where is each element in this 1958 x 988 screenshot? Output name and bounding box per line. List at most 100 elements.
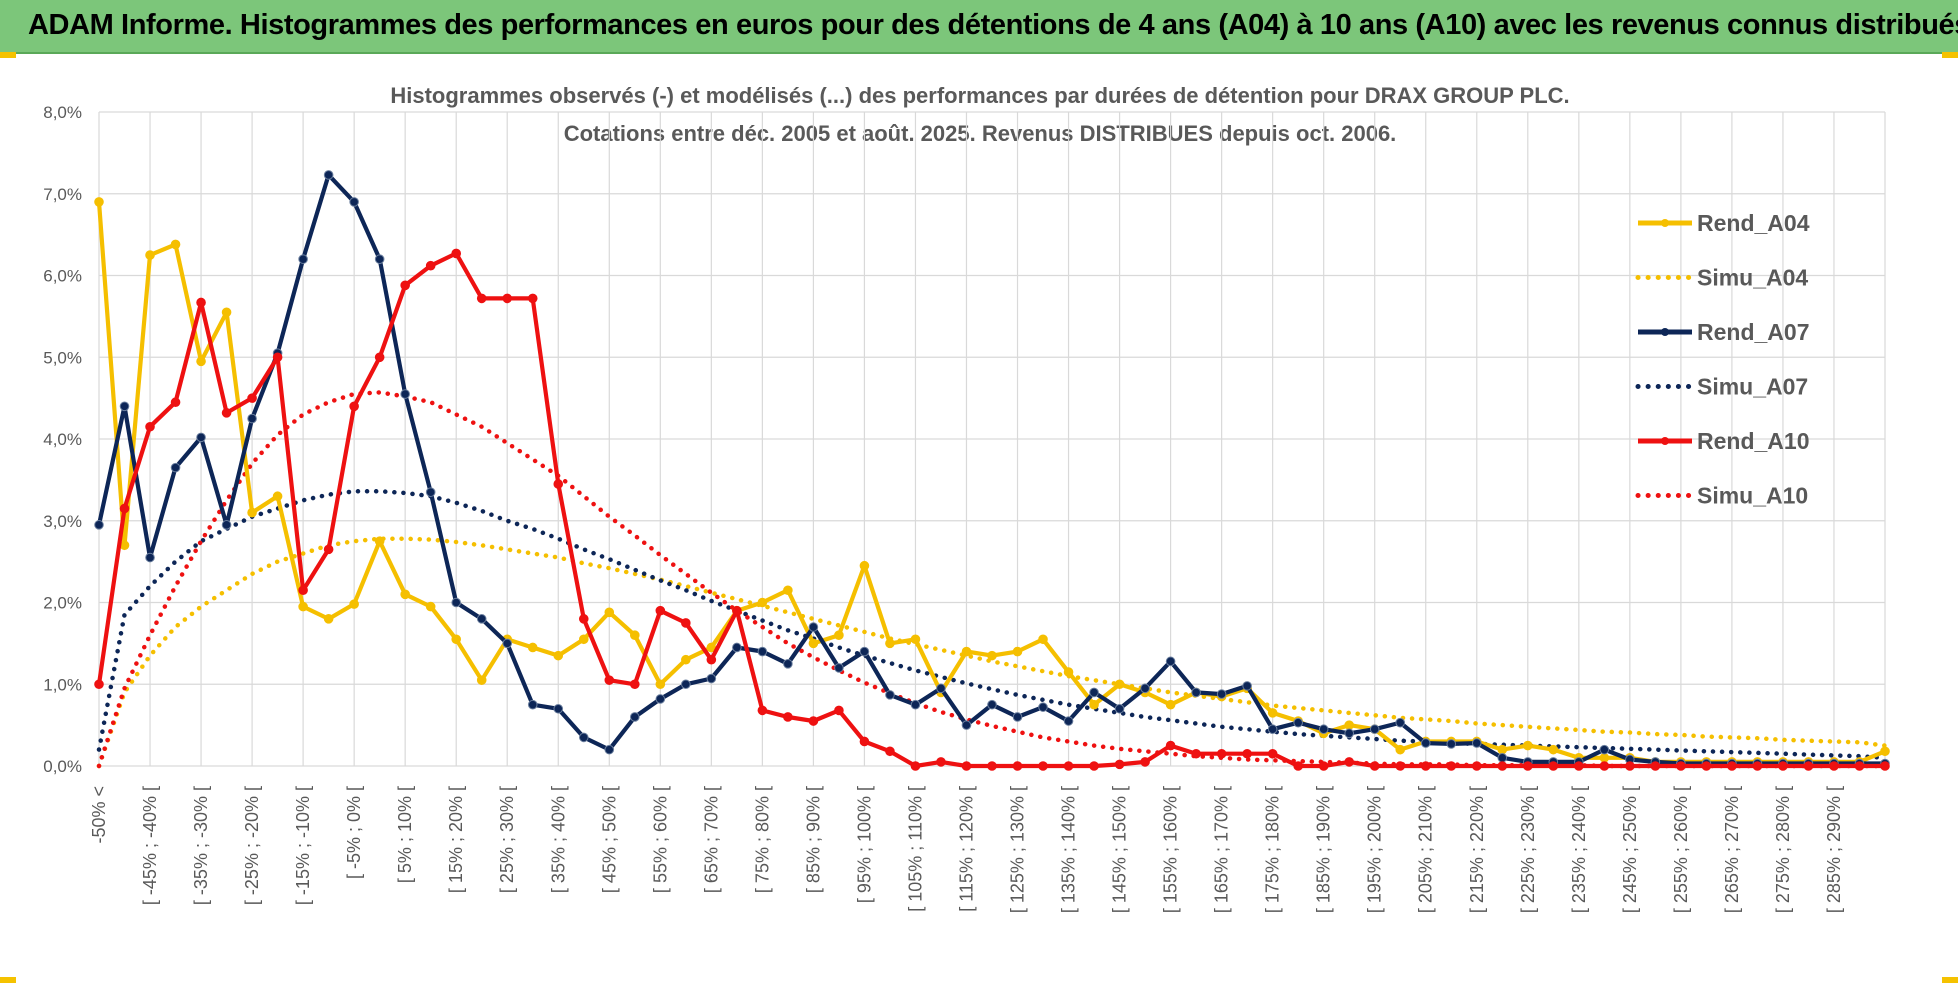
data-point <box>1216 748 1227 759</box>
data-point <box>655 605 666 616</box>
data-point <box>323 170 334 180</box>
data-point <box>834 705 844 716</box>
data-point <box>1242 681 1252 691</box>
data-point <box>451 597 462 608</box>
y-tick-label: 0,0% <box>43 757 82 776</box>
x-tick-label: [ 155% ; 160% [ <box>1161 786 1181 913</box>
data-point <box>630 679 640 690</box>
frame-corner-bottom-left <box>0 977 16 983</box>
data-point <box>476 293 487 304</box>
data-point <box>1778 761 1788 771</box>
x-axis: -50% < [ -45% ; -40% [[ -35% ; -30% [[ -2… <box>89 786 1844 913</box>
data-point <box>502 638 513 649</box>
x-tick-label: [ 15% ; 20% [ <box>446 786 466 893</box>
data-point <box>400 589 410 600</box>
x-tick-label: [ 245% ; 250% [ <box>1620 786 1640 913</box>
data-point <box>1395 744 1406 755</box>
x-tick-label: [ 275% ; 280% [ <box>1773 786 1793 913</box>
data-point <box>1420 761 1431 771</box>
data-point <box>1369 761 1380 771</box>
data-point <box>1318 724 1329 735</box>
data-point <box>1165 656 1176 667</box>
data-point <box>630 630 640 641</box>
data-point <box>1063 761 1074 771</box>
data-point <box>323 614 334 624</box>
data-point <box>400 280 410 291</box>
x-tick-label: [ 285% ; 290% [ <box>1824 786 1844 913</box>
data-point <box>1344 728 1354 739</box>
data-point <box>170 462 181 473</box>
data-point <box>298 254 308 264</box>
x-tick-label: [ 185% ; 190% [ <box>1314 786 1334 913</box>
data-point <box>578 732 589 743</box>
data-point <box>1395 761 1406 771</box>
x-tick-label: [ -5% ; 0% [ <box>344 786 364 879</box>
data-point <box>1038 761 1048 771</box>
data-point <box>1191 687 1201 698</box>
data-point <box>732 605 742 616</box>
data-point <box>196 356 206 367</box>
observed-line <box>96 251 1885 769</box>
data-point <box>1752 761 1763 771</box>
x-tick-label: [ 175% ; 180% [ <box>1263 786 1283 913</box>
data-point <box>885 746 895 757</box>
data-point <box>1803 761 1814 771</box>
data-point <box>604 607 615 618</box>
data-point <box>732 642 742 653</box>
y-tick-label: 1,0% <box>43 675 82 694</box>
y-tick-label: 4,0% <box>43 430 82 449</box>
data-point <box>961 720 972 730</box>
data-point <box>221 520 232 530</box>
data-point <box>1318 761 1329 771</box>
data-point <box>706 654 717 665</box>
data-point <box>1446 761 1457 771</box>
x-tick-label: [ 235% ; 240% [ <box>1569 786 1589 913</box>
x-tick-label: [ 135% ; 140% [ <box>1059 786 1079 913</box>
data-point <box>885 638 895 649</box>
report-banner: ADAM Informe. Histogrammes des performan… <box>0 0 1958 54</box>
data-point <box>757 646 768 657</box>
x-tick-label: [ 85% ; 90% [ <box>803 786 823 893</box>
data-point <box>1089 699 1099 710</box>
data-point <box>808 638 819 649</box>
data-point <box>1344 757 1354 767</box>
data-point <box>1114 679 1125 690</box>
x-tick-label: -50% < <box>89 786 109 844</box>
data-point <box>425 260 436 271</box>
frame-corner-top-right <box>1942 52 1958 58</box>
data-point <box>476 614 487 624</box>
x-tick-label: [ -15% ; -10% [ <box>293 786 313 905</box>
data-point <box>247 507 257 518</box>
legend-label: Simu_A10 <box>1697 483 1808 509</box>
legend-marker <box>1661 437 1669 445</box>
data-point <box>349 401 359 412</box>
data-point <box>1267 748 1278 759</box>
y-tick-label: 7,0% <box>43 185 82 204</box>
data-point <box>145 421 155 432</box>
data-point <box>1650 761 1661 771</box>
series-rend-a10 <box>94 248 1890 771</box>
data-point <box>145 552 155 563</box>
data-point <box>1267 708 1278 718</box>
legend-marker <box>1661 219 1669 227</box>
data-point <box>604 744 615 755</box>
x-tick-label: [ -45% ; -40% [ <box>140 786 160 905</box>
data-point <box>94 679 104 690</box>
data-point <box>247 413 257 424</box>
data-point <box>1012 646 1023 657</box>
data-point <box>655 679 666 690</box>
data-point <box>196 432 206 443</box>
x-tick-label: [ 125% ; 130% [ <box>1008 786 1028 913</box>
data-point <box>859 736 870 747</box>
data-point <box>247 393 257 403</box>
data-point <box>425 601 436 612</box>
data-point <box>783 712 793 722</box>
data-point <box>961 646 972 657</box>
data-point <box>1471 761 1482 771</box>
frame-corner-bottom-right <box>1942 977 1958 983</box>
data-point <box>1344 720 1354 730</box>
data-point <box>94 197 104 207</box>
data-point <box>1420 738 1431 748</box>
data-point <box>1599 761 1610 771</box>
data-point <box>1038 702 1048 712</box>
